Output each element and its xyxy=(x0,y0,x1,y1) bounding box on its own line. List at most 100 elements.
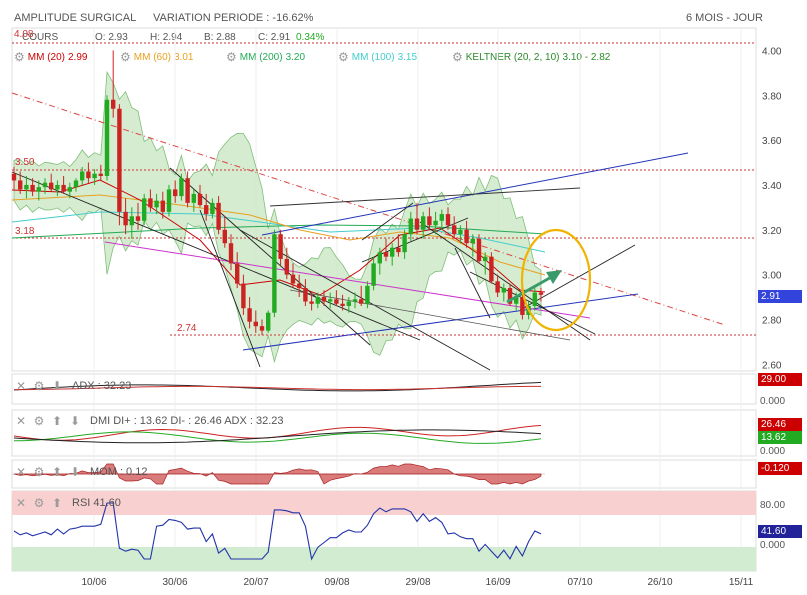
candle-body xyxy=(501,288,506,293)
variation-value: : -16.62% xyxy=(266,12,314,24)
close-icon[interactable]: ✕ xyxy=(15,496,27,510)
arrow-down-icon[interactable]: ⬇ xyxy=(69,465,81,479)
candle-body xyxy=(452,225,457,235)
candle-body xyxy=(408,218,413,235)
reference-levels xyxy=(12,42,756,336)
candle-body xyxy=(216,202,221,230)
gear-icon[interactable]: ⚙ xyxy=(120,50,131,64)
candle-body xyxy=(352,299,358,302)
gear-icon[interactable]: ⚙ xyxy=(338,50,349,64)
y-tick-label: 3.60 xyxy=(762,136,782,147)
overlay-keltner[interactable]: ⚙ KELTNER (20, 2, 10) 3.10 - 2.82 xyxy=(452,50,610,64)
candle-body xyxy=(55,184,60,190)
x-tick-label: 09/08 xyxy=(324,577,349,588)
candle-body xyxy=(421,216,426,230)
overlay-label: MM (60) xyxy=(133,51,171,63)
overlay-value: 3.15 xyxy=(397,51,418,63)
candles xyxy=(11,50,544,336)
level-label-top: 4.08 xyxy=(14,29,34,40)
arrow-up-icon[interactable]: ⬆ xyxy=(51,414,63,428)
candle-body xyxy=(377,252,382,264)
candle-body xyxy=(328,299,333,302)
overlay-mm200[interactable]: ⚙ MM (200) 3.20 xyxy=(226,50,305,64)
trend-line-blue-low xyxy=(242,293,639,351)
gear-icon[interactable]: ⚙ xyxy=(33,414,45,428)
trend-line-magenta xyxy=(104,241,591,319)
candle-body xyxy=(334,299,339,304)
trend-line-black-11 xyxy=(519,244,636,311)
rsi-label: RSI 41.60 xyxy=(72,497,121,509)
candle-body xyxy=(18,180,23,190)
trend-line-black-3 xyxy=(199,209,261,368)
mom-controls: ✕ ⚙ ⬆ ⬇ MOM : 0.12 xyxy=(14,464,148,480)
arrow-down-icon[interactable]: ⬇ xyxy=(69,414,81,428)
overlay-value: 3.10 - 2.82 xyxy=(562,51,611,63)
y-tick-label: 2.80 xyxy=(762,315,782,326)
dmi-panel-frame xyxy=(11,409,757,457)
instrument-name: AMPLITUDE SURGICAL xyxy=(14,12,137,24)
gear-icon[interactable]: ⚙ xyxy=(452,50,463,64)
overlay-mm20[interactable]: ⚙ MM (20) 2.99 xyxy=(14,50,87,64)
dmi-adx-line xyxy=(13,429,542,444)
candle-body xyxy=(241,283,246,309)
close-icon[interactable]: ✕ xyxy=(15,465,27,479)
mom-value-box: -0.120 xyxy=(758,462,802,475)
candle-body xyxy=(222,229,227,244)
candle-body xyxy=(396,247,401,253)
arrow-up-icon[interactable]: ⬆ xyxy=(51,465,63,479)
close-icon[interactable]: ✕ xyxy=(15,379,27,393)
candle-body xyxy=(117,108,122,212)
y-tick-label: 2.60 xyxy=(762,360,782,371)
gear-icon[interactable]: ⚙ xyxy=(226,50,237,64)
candle-body xyxy=(185,178,190,203)
candle-body xyxy=(514,297,519,304)
candle-body xyxy=(142,198,147,221)
candle-body xyxy=(272,234,277,313)
x-tick-label: 26/10 xyxy=(647,577,672,588)
gear-icon[interactable]: ⚙ xyxy=(33,496,45,510)
candle-body xyxy=(321,297,327,302)
candle-body xyxy=(49,182,54,190)
gear-icon[interactable]: ⚙ xyxy=(14,50,25,64)
arrow-up-icon[interactable]: ⬆ xyxy=(51,496,63,510)
close-icon[interactable]: ✕ xyxy=(15,414,27,428)
dmi-controls: ✕ ⚙ ⬆ ⬇ DMI DI+ : 13.62 DI- : 26.46 ADX … xyxy=(14,413,284,429)
arrow-down-icon[interactable]: ⬇ xyxy=(51,379,63,393)
mom-area xyxy=(13,463,542,485)
period-selector[interactable]: 6 MOIS - JOUR xyxy=(686,12,764,24)
candle-body xyxy=(148,198,153,208)
overlay-mm60[interactable]: ⚙ MM (60) 3.01 xyxy=(120,50,193,64)
candle-body xyxy=(495,281,500,293)
candle-body xyxy=(228,243,234,264)
dmi-plus-box: 13.62 xyxy=(758,431,802,444)
overlay-label: MM (200) xyxy=(239,51,283,63)
candle-body xyxy=(359,299,364,304)
candle-body xyxy=(253,321,258,327)
candle-body xyxy=(278,234,283,259)
candle-body xyxy=(30,184,35,192)
adx-di-minus-line xyxy=(14,385,541,391)
candle-body xyxy=(433,220,438,226)
last-price-box: 2.91 xyxy=(758,290,802,303)
price-axis: 4.00 3.80 3.60 3.40 3.20 3.00 2.80 2.60 xyxy=(762,46,782,371)
overlay-label: MM (100) xyxy=(351,51,395,63)
candle-body xyxy=(173,189,178,197)
candle-body xyxy=(284,258,289,275)
candle-body xyxy=(80,171,85,181)
overlay-mm100[interactable]: ⚙ MM (100) 3.15 xyxy=(338,50,417,64)
keltner-band xyxy=(13,70,542,364)
variation-label: VARIATION PERIODE : -16.62% xyxy=(153,12,313,24)
overlay-value: 3.20 xyxy=(285,51,306,63)
rsi-value-box: 41.60 xyxy=(758,525,802,538)
date-axis: 10/06 30/06 20/07 09/08 29/08 16/09 07/10 26/10… xyxy=(81,577,753,588)
adx-zero-label: 0.000 xyxy=(760,396,786,407)
candle-body xyxy=(24,184,29,190)
x-tick-label: 29/08 xyxy=(405,577,430,588)
candle-body xyxy=(67,187,72,192)
candle-body xyxy=(92,173,97,179)
gear-icon[interactable]: ⚙ xyxy=(33,465,45,479)
candle-body xyxy=(439,214,444,221)
gear-icon[interactable]: ⚙ xyxy=(33,379,45,393)
candle-body xyxy=(365,285,370,304)
